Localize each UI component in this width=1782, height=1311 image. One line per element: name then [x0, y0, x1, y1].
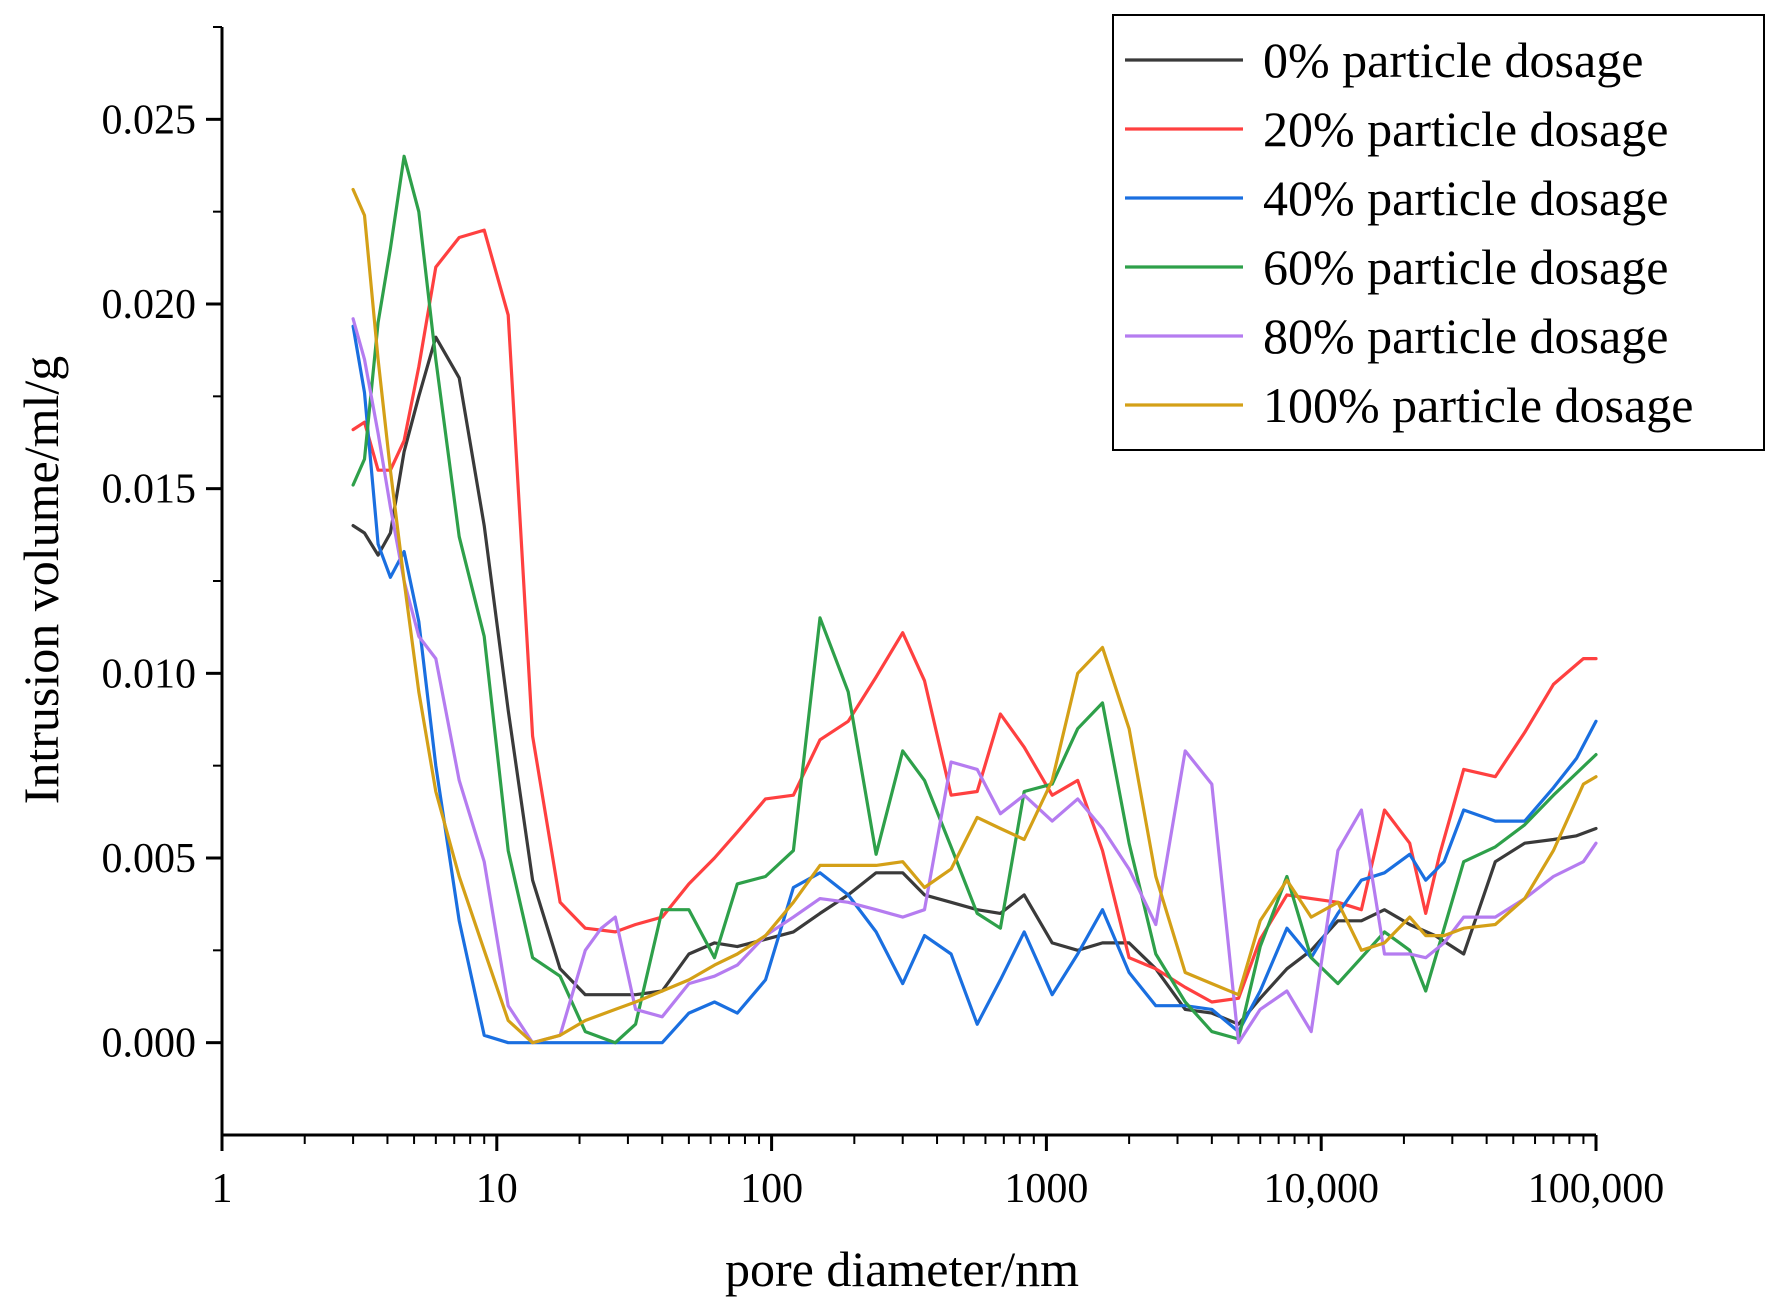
y-tick-label: 0.005	[102, 836, 197, 882]
legend: 0% particle dosage 20% particle dosage 40%…	[1112, 14, 1765, 451]
y-axis-title: Intrusion volume/ml/g	[13, 356, 69, 805]
legend-label-4: 80% particle dosage	[1263, 308, 1668, 364]
x-tick-label: 1	[212, 1166, 233, 1212]
x-tick-label: 10	[476, 1166, 518, 1212]
x-tick-label: 10,000	[1263, 1166, 1379, 1212]
labels-layer: 1 10 100 1000 10,000 100,000 0.000 0.005 0.010 0.…	[102, 97, 1665, 1212]
series-line-0	[351, 335, 1598, 1026]
series-line-4	[351, 317, 1598, 1045]
y-tick-label: 0.025	[102, 97, 197, 143]
legend-label-3: 60% particle dosage	[1263, 239, 1668, 295]
series-line-1	[351, 228, 1598, 1004]
x-axis-title: pore diameter/nm	[725, 1241, 1079, 1297]
y-tick-label: 0.020	[102, 282, 197, 328]
axes-layer	[206, 26, 1598, 1151]
x-tick-label: 100,000	[1528, 1166, 1665, 1212]
series-layer	[351, 154, 1598, 1045]
y-tick-label: 0.010	[102, 651, 197, 697]
x-tick-label: 1000	[1004, 1166, 1088, 1212]
legend-label-5: 100% particle dosage	[1263, 377, 1693, 433]
series-line-3	[351, 154, 1598, 1045]
legend-box	[1112, 14, 1765, 451]
series-line-5	[351, 187, 1598, 1045]
legend-label-1: 20% particle dosage	[1263, 101, 1668, 157]
x-tick-label: 100	[740, 1166, 803, 1212]
legend-label-2: 40% particle dosage	[1263, 170, 1668, 226]
y-tick-label: 0.000	[102, 1021, 197, 1067]
y-tick-label: 0.015	[102, 467, 197, 513]
legend-label-0: 0% particle dosage	[1263, 32, 1643, 88]
series-line-2	[351, 324, 1598, 1045]
